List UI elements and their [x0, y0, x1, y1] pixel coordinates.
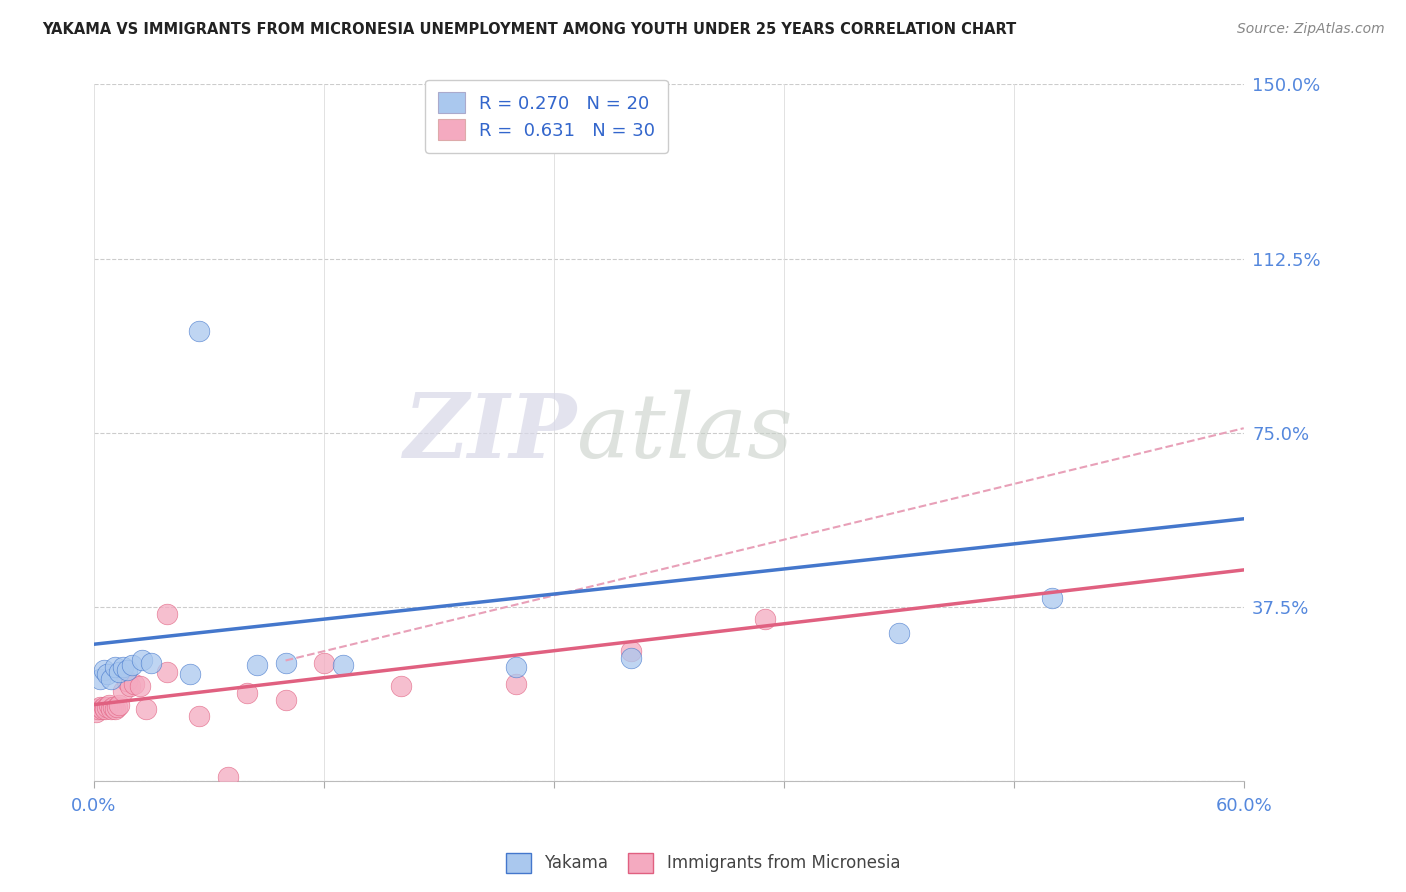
Point: [96, 700, 118, 714]
Legend: Yakama, Immigrants from Micronesia: Yakama, Immigrants from Micronesia: [499, 847, 907, 880]
Point: [98, 698, 121, 712]
Point: [754, 612, 776, 626]
Point: [108, 698, 131, 712]
Point: [93, 700, 115, 714]
Point: [121, 658, 143, 673]
Point: [108, 665, 131, 679]
Point: [90, 702, 112, 716]
Point: [129, 679, 152, 693]
Point: [96, 667, 118, 681]
Point: [274, 656, 297, 670]
Point: [122, 677, 145, 691]
Point: [156, 607, 179, 621]
Point: [111, 683, 134, 698]
Point: [93, 663, 115, 677]
Text: atlas: atlas: [576, 390, 793, 476]
Point: [104, 702, 127, 716]
Point: [246, 658, 269, 673]
Point: [1040, 591, 1063, 605]
Point: [89, 672, 111, 686]
Point: [120, 679, 142, 693]
Point: [115, 674, 138, 689]
Point: [312, 656, 335, 670]
Point: [94, 702, 117, 716]
Point: [332, 658, 354, 673]
Point: [135, 702, 157, 716]
Point: [89, 700, 111, 714]
Point: [505, 660, 527, 674]
Point: [179, 667, 201, 681]
Point: [131, 653, 153, 667]
Point: [156, 665, 179, 679]
Point: [619, 644, 641, 658]
Point: [217, 770, 239, 784]
Point: [188, 709, 211, 723]
Point: [101, 700, 124, 714]
Text: YAKAMA VS IMMIGRANTS FROM MICRONESIA UNEMPLOYMENT AMONG YOUTH UNDER 25 YEARS COR: YAKAMA VS IMMIGRANTS FROM MICRONESIA UNE…: [42, 22, 1017, 37]
Point: [115, 663, 138, 677]
Point: [104, 660, 127, 674]
Text: ZIP: ZIP: [404, 390, 576, 476]
Legend: R = 0.270   N = 20, R =  0.631   N = 30: R = 0.270 N = 20, R = 0.631 N = 30: [425, 79, 668, 153]
Point: [505, 677, 527, 691]
Point: [87, 702, 110, 716]
Point: [274, 693, 297, 707]
Text: Source: ZipAtlas.com: Source: ZipAtlas.com: [1237, 22, 1385, 37]
Point: [84, 705, 107, 719]
Point: [111, 660, 134, 674]
Point: [389, 679, 412, 693]
Point: [141, 656, 163, 670]
Point: [100, 702, 122, 716]
Point: [236, 686, 259, 700]
Point: [619, 651, 641, 665]
Point: [188, 324, 211, 338]
Point: [105, 700, 128, 714]
Point: [887, 625, 910, 640]
Point: [100, 672, 122, 686]
